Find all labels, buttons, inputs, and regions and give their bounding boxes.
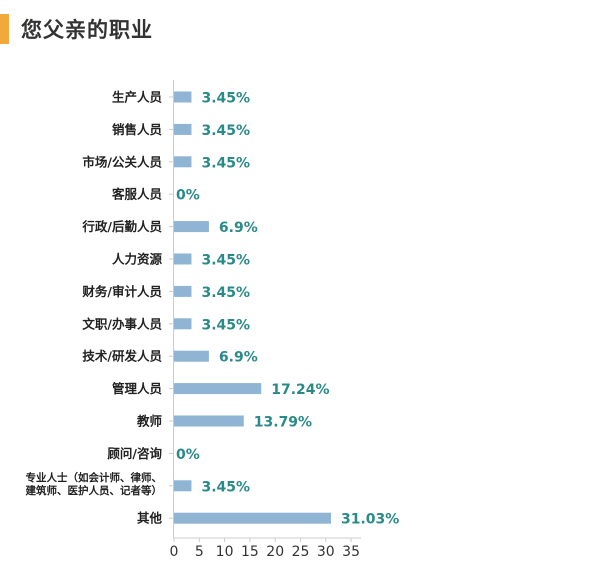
value-label: 31.03% xyxy=(341,512,399,528)
x-tick-label: 35 xyxy=(342,544,360,560)
title-bar: 您父亲的职业 xyxy=(0,14,153,44)
value-label: 3.45% xyxy=(201,479,250,495)
value-label: 13.79% xyxy=(254,415,312,431)
value-label: 0% xyxy=(176,188,200,204)
category-label: 销售人员 xyxy=(112,122,163,137)
bar xyxy=(174,285,192,297)
x-tick-label: 10 xyxy=(216,544,234,560)
page-title: 您父亲的职业 xyxy=(21,18,153,42)
category-label: 生产人员 xyxy=(112,90,163,105)
title-accent-bar xyxy=(0,14,9,44)
bar xyxy=(174,221,209,233)
x-tick-label: 0 xyxy=(170,544,179,560)
bar xyxy=(174,383,262,395)
value-label: 3.45% xyxy=(201,123,250,139)
category-label: 专业人士（如会计师、律师、 xyxy=(26,471,163,484)
value-label: 3.45% xyxy=(201,317,250,333)
bar xyxy=(174,480,192,492)
x-tick-label: 20 xyxy=(266,544,284,560)
category-label: 人力资源 xyxy=(112,252,163,267)
category-label: 顾问/咨询 xyxy=(107,446,162,461)
category-label: 教师 xyxy=(136,414,163,429)
bar xyxy=(174,156,192,168)
value-label: 17.24% xyxy=(271,382,329,398)
value-label: 3.45% xyxy=(201,155,250,171)
bar xyxy=(174,512,332,524)
value-label: 3.45% xyxy=(201,253,250,269)
category-label: 技术/研发人员 xyxy=(82,349,162,364)
category-label: 其他 xyxy=(137,511,163,526)
x-tick-label: 15 xyxy=(241,544,259,560)
x-tick-label: 5 xyxy=(195,544,204,560)
category-label: 建筑师、医护人员、记者等） xyxy=(25,484,163,497)
category-label: 财务/审计人员 xyxy=(81,284,162,299)
category-label: 管理人员 xyxy=(112,381,163,396)
value-label: 3.45% xyxy=(201,91,250,107)
category-label: 行政/后勤人员 xyxy=(81,219,162,234)
x-tick-label: 25 xyxy=(292,544,310,560)
value-label: 6.9% xyxy=(219,350,258,366)
value-label: 6.9% xyxy=(219,220,258,236)
category-label: 客服人员 xyxy=(111,187,163,202)
bar xyxy=(174,253,192,265)
category-label: 市场/公关人员 xyxy=(82,154,162,169)
value-label: 0% xyxy=(176,447,200,463)
bar xyxy=(174,123,192,135)
bar xyxy=(174,318,192,330)
category-label: 文职/办事人员 xyxy=(82,316,162,331)
x-tick-label: 30 xyxy=(317,544,335,560)
bar xyxy=(174,91,192,103)
value-label: 3.45% xyxy=(201,285,250,301)
bar xyxy=(174,415,244,427)
bar xyxy=(174,350,209,362)
